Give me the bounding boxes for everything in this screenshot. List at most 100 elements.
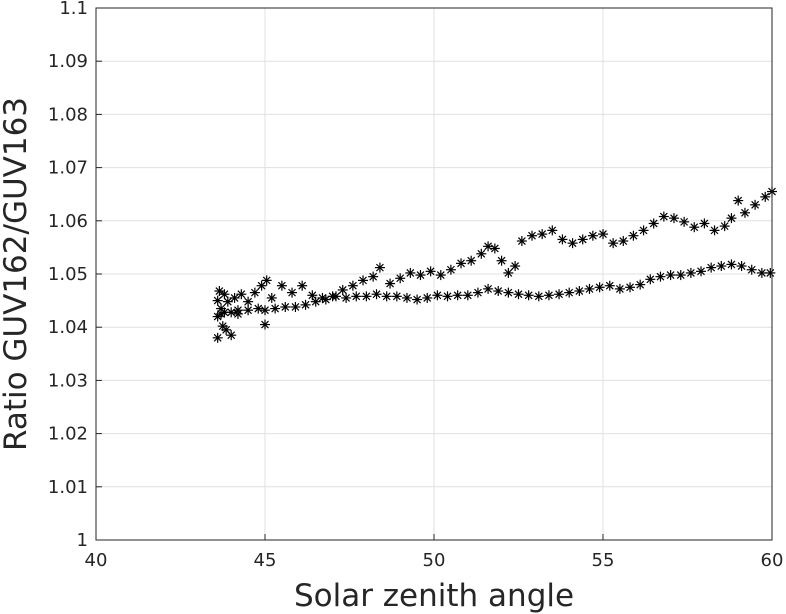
data-point	[260, 319, 270, 330]
data-point	[668, 213, 679, 224]
y-tick-label: 1.03	[48, 370, 88, 391]
x-tick-label: 50	[423, 550, 446, 571]
y-tick-label: 1.07	[48, 158, 88, 179]
data-point	[547, 225, 558, 236]
x-axis-label: Solar zenith angle	[294, 578, 574, 614]
y-tick-label: 1.05	[48, 264, 88, 285]
data-point	[243, 296, 254, 307]
data-point	[445, 264, 456, 275]
data-point	[537, 229, 548, 240]
data-point	[297, 280, 308, 291]
data-point	[347, 280, 358, 291]
data-point	[432, 290, 443, 301]
y-tick-label: 1.04	[48, 317, 88, 338]
data-point	[709, 225, 720, 236]
data-point	[733, 195, 744, 206]
data-point	[395, 273, 406, 284]
data-point	[594, 282, 605, 293]
y-tick-label: 1.1	[59, 0, 88, 19]
y-tick-label: 1.09	[48, 51, 88, 72]
data-point	[638, 225, 649, 236]
data-point	[466, 255, 477, 266]
data-point	[493, 286, 504, 297]
data-point	[557, 234, 568, 245]
y-axis-label: Ratio GUV162/GUV163	[0, 97, 34, 451]
data-point	[635, 279, 646, 290]
data-point	[604, 280, 615, 291]
data-point	[648, 218, 659, 229]
data-point	[675, 270, 686, 281]
data-point	[287, 287, 298, 298]
data-point	[229, 292, 240, 303]
data-point	[543, 290, 554, 301]
data-point	[232, 308, 243, 319]
data-point	[516, 236, 527, 247]
data-point	[415, 270, 426, 281]
data-point	[533, 291, 544, 302]
data-point	[750, 199, 761, 210]
data-point	[266, 292, 277, 303]
data-point	[699, 218, 710, 229]
data-point	[503, 287, 514, 298]
y-tick-label: 1	[77, 530, 88, 551]
data-point	[746, 264, 757, 275]
data-point	[290, 301, 301, 312]
data-point	[401, 292, 412, 303]
data-point	[618, 236, 629, 247]
data-point	[276, 280, 287, 291]
data-point	[567, 238, 578, 249]
data-point	[422, 292, 433, 303]
data-point	[760, 191, 771, 202]
data-point	[236, 289, 247, 300]
y-axis-ticks: 1 1.01 1.02 1.03 1.04 1.05 1.06 1.07 1.08 1.09 1.1	[48, 0, 102, 551]
data-point	[584, 283, 595, 294]
data-point	[679, 216, 690, 227]
data-point	[489, 243, 500, 254]
data-point	[645, 274, 656, 285]
data-point	[513, 289, 524, 300]
data-point	[483, 283, 494, 294]
data-point	[564, 287, 575, 298]
data-point	[503, 267, 514, 278]
data-point	[527, 230, 538, 241]
data-point	[625, 282, 636, 293]
data-point	[706, 262, 717, 273]
data-point	[280, 301, 291, 312]
data-point	[260, 305, 270, 316]
x-tick-label: 55	[592, 550, 615, 571]
data-point	[226, 330, 237, 341]
data-point	[665, 270, 676, 281]
data-point	[222, 296, 233, 307]
data-point	[226, 307, 237, 318]
data-point	[739, 207, 750, 218]
data-point	[496, 255, 507, 266]
data-point	[655, 271, 666, 282]
x-axis-ticks: 40 45 50 55 60	[85, 534, 783, 571]
data-point	[327, 291, 338, 302]
data-point	[689, 222, 700, 233]
data-point	[462, 290, 473, 301]
data-point	[216, 303, 227, 314]
data-point	[577, 234, 588, 245]
data-point	[371, 289, 382, 300]
data-point	[212, 295, 223, 306]
data-point	[719, 221, 730, 232]
data-point	[476, 248, 487, 259]
data-point	[219, 289, 230, 300]
data-point	[726, 259, 737, 270]
data-point	[554, 289, 565, 300]
data-point	[212, 332, 223, 343]
data-point	[598, 229, 608, 240]
data-point	[456, 258, 467, 269]
data-point	[442, 291, 453, 302]
data-point	[307, 290, 318, 301]
data-point	[412, 294, 423, 305]
data-point	[614, 283, 625, 294]
data-point	[249, 287, 260, 298]
data-point	[337, 284, 348, 295]
y-tick-label: 1.08	[48, 104, 88, 125]
data-point	[483, 241, 494, 252]
data-point	[736, 261, 747, 272]
data-point	[696, 266, 707, 277]
